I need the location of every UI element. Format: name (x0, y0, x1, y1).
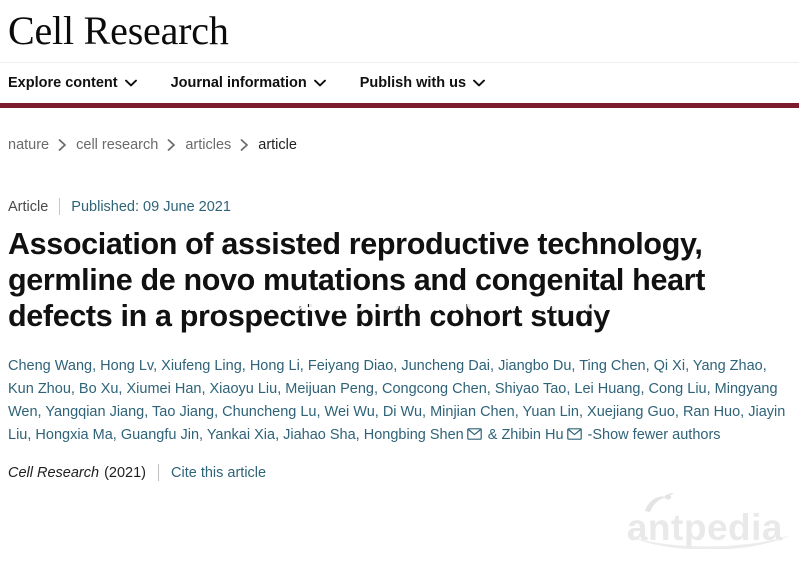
nav-item-label: Publish with us (359, 75, 467, 91)
breadcrumb-item-articles[interactable]: articles (185, 137, 232, 153)
breadcrumb-separator-icon (240, 139, 249, 151)
breadcrumb: nature cell research articles article (0, 137, 799, 153)
breadcrumb-item-cell-research[interactable]: cell research (76, 137, 159, 153)
citation-year: (2021) (104, 464, 146, 481)
show-fewer-authors-button[interactable]: -Show fewer authors (587, 427, 721, 444)
article-meta: Article Published: 09 June 2021 (0, 198, 799, 215)
chevron-down-icon (313, 79, 326, 87)
citation-divider (158, 464, 159, 481)
corresponding-author-2[interactable]: Zhibin Hu (501, 427, 564, 444)
citation-line: Cell Research (2021) Cite this article (0, 464, 799, 481)
nav-item-label: Journal information (170, 75, 307, 91)
nav-item-journal-information[interactable]: Journal information (171, 75, 326, 91)
envelope-icon[interactable] (466, 425, 482, 448)
breadcrumb-separator-icon (167, 139, 176, 151)
author-conjunction: & (487, 427, 498, 444)
breadcrumb-item-article: article (258, 137, 297, 153)
breadcrumb-separator-icon (58, 139, 67, 151)
citation-journal-name: Cell Research (8, 464, 100, 481)
nav-item-explore-content[interactable]: Explore content (8, 75, 137, 91)
author-names[interactable]: Cheng Wang, Hong Lv, Xiufeng Ling, Hong … (8, 358, 786, 444)
page-title: Association of assisted reproductive tec… (8, 227, 706, 333)
envelope-icon[interactable] (566, 425, 582, 448)
meta-divider (59, 198, 61, 215)
nav-item-label: Explore content (8, 75, 118, 91)
chevron-down-icon (473, 79, 486, 87)
publication-date: Published: 09 June 2021 (71, 198, 231, 215)
journal-title-logo[interactable]: Cell Research (8, 8, 229, 53)
nav-item-publish-with-us[interactable]: Publish with us (359, 75, 486, 91)
breadcrumb-item-nature[interactable]: nature (8, 137, 50, 153)
brand-accent-rule (0, 103, 799, 108)
cite-this-article-link[interactable]: Cite this article (171, 464, 267, 481)
article-type-label: Article (8, 198, 49, 215)
main-navigation: Explore content Journal information Publ… (0, 62, 799, 103)
antpedia-watermark: antpedia (626, 492, 791, 550)
antpedia-wordmark: antpedia (626, 507, 783, 548)
ant-logo-icon (641, 492, 675, 519)
author-list: Cheng Wang, Hong Lv, Xiufeng Ling, Hong … (0, 355, 793, 448)
antpedia-swoosh-icon (627, 533, 795, 553)
journal-masthead: Cell Research (0, 0, 799, 62)
chevron-down-icon (124, 79, 137, 87)
